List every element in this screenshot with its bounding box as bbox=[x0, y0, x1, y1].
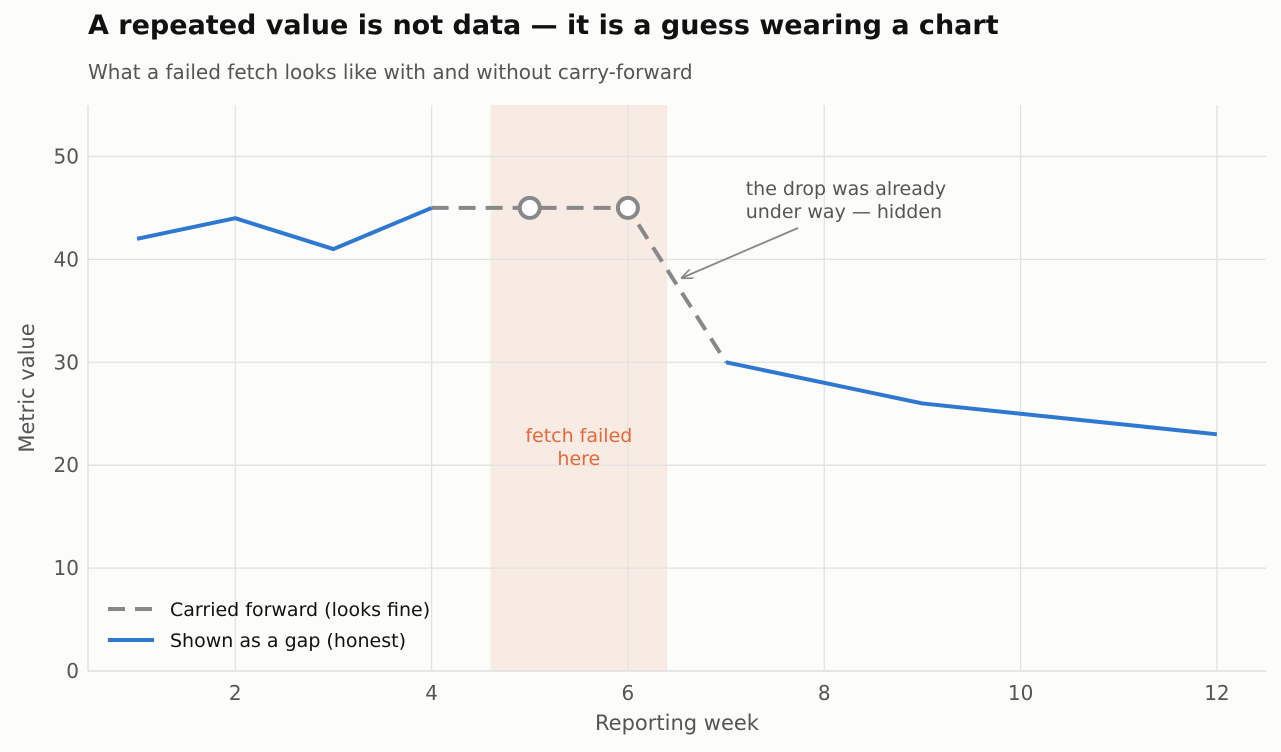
honest-gap-line bbox=[136, 206, 433, 252]
carried-forward-line bbox=[431, 205, 728, 364]
x-tick-label: 2 bbox=[229, 681, 242, 705]
carried-forward-marker bbox=[517, 195, 542, 220]
y-tick-label: 10 bbox=[54, 556, 79, 580]
y-tick-label: 50 bbox=[54, 144, 79, 168]
legend-label-carried-forward: Carried forward (looks fine) bbox=[170, 599, 430, 621]
legend-label-honest-gap: Shown as a gap (honest) bbox=[170, 630, 406, 652]
y-tick-label: 0 bbox=[66, 659, 79, 683]
y-axis-label: Metric value bbox=[15, 323, 39, 452]
x-tick-label: 4 bbox=[425, 681, 438, 705]
failed-fetch-region bbox=[490, 105, 668, 671]
failed-fetch-label: here bbox=[557, 448, 600, 470]
annotation-arrow bbox=[682, 227, 799, 278]
x-tick-label: 12 bbox=[1204, 681, 1229, 705]
y-tick-label: 20 bbox=[54, 453, 79, 477]
x-tick-label: 10 bbox=[1008, 681, 1033, 705]
annotation-text: the drop was already bbox=[746, 178, 946, 200]
carried-forward-marker bbox=[615, 195, 640, 220]
x-axis-label: Reporting week bbox=[595, 711, 760, 735]
chart-subtitle: What a failed fetch looks like with and … bbox=[88, 60, 693, 84]
annotation-text: under way — hidden bbox=[746, 201, 942, 223]
x-tick-label: 6 bbox=[622, 681, 635, 705]
failed-fetch-label: fetch failed bbox=[525, 425, 632, 447]
x-tick-label: 8 bbox=[818, 681, 831, 705]
y-tick-label: 40 bbox=[54, 247, 79, 271]
y-tick-label: 30 bbox=[54, 350, 79, 374]
honest-gap-line bbox=[725, 360, 1218, 437]
chart-title: A repeated value is not data — it is a g… bbox=[88, 10, 999, 41]
